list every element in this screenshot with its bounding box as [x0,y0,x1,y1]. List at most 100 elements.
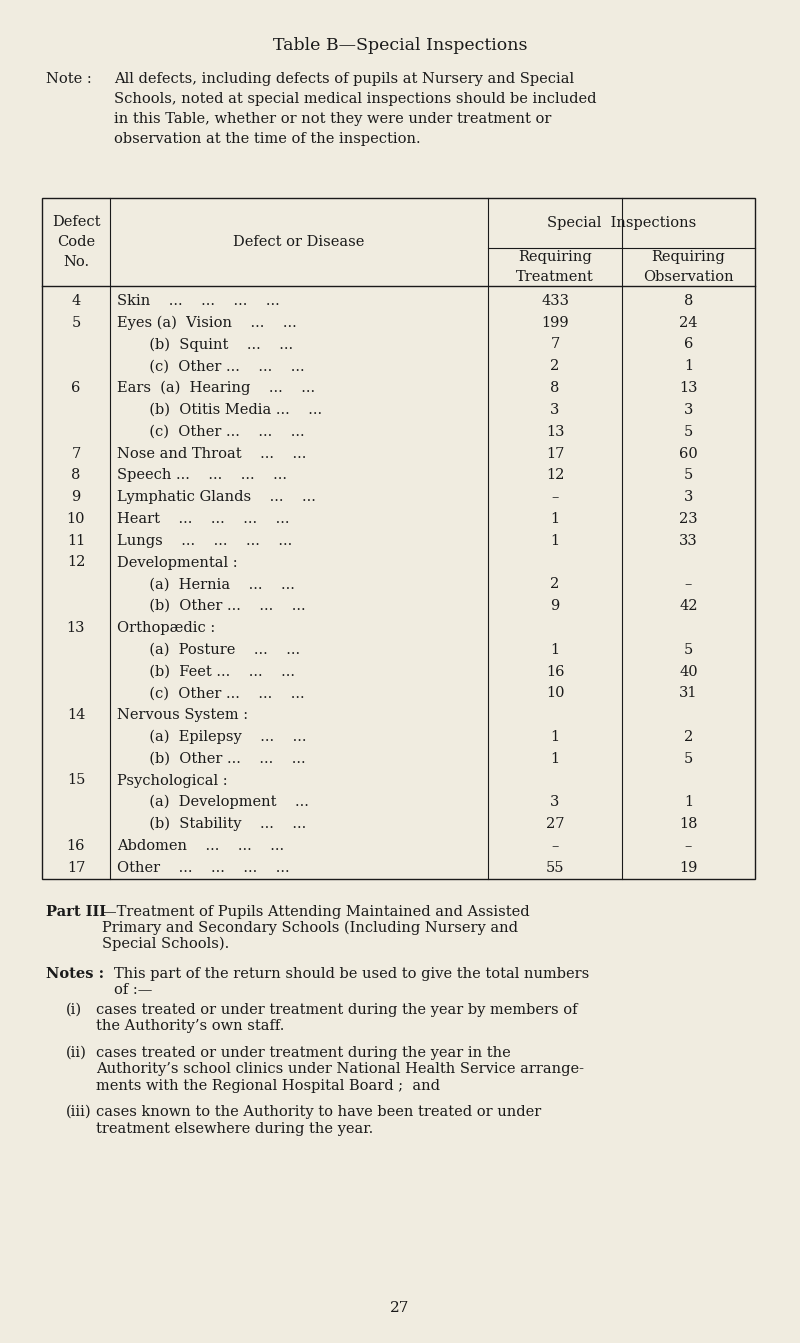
Text: (b)  Other ...    ...    ...: (b) Other ... ... ... [117,599,306,614]
Text: Lymphatic Glands    ...    ...: Lymphatic Glands ... ... [117,490,316,504]
Text: Requiring
Treatment: Requiring Treatment [516,250,594,283]
Text: treatment elsewhere during the year.: treatment elsewhere during the year. [96,1121,374,1136]
Text: Special  Inspections: Special Inspections [547,216,696,230]
Text: (b)  Feet ...    ...    ...: (b) Feet ... ... ... [117,665,295,678]
Text: 10: 10 [546,686,564,700]
Text: Authority’s school clinics under National Health Service arrange-: Authority’s school clinics under Nationa… [96,1062,584,1076]
Text: 2: 2 [550,360,560,373]
Text: (i): (i) [66,1003,82,1017]
Text: 5: 5 [684,752,693,766]
Text: All defects, including defects of pupils at Nursery and Special
Schools, noted a: All defects, including defects of pupils… [114,73,597,146]
Text: cases known to the Authority to have been treated or under: cases known to the Authority to have bee… [96,1105,542,1119]
Text: Note :: Note : [46,73,92,86]
Text: 5: 5 [684,469,693,482]
Text: Primary and Secondary Schools (Including Nursery and: Primary and Secondary Schools (Including… [102,920,518,935]
Text: (iii): (iii) [66,1105,92,1119]
Text: the Authority’s own staff.: the Authority’s own staff. [96,1019,284,1033]
Text: Part III: Part III [46,905,106,919]
Text: 16: 16 [66,839,86,853]
Text: Ears  (a)  Hearing    ...    ...: Ears (a) Hearing ... ... [117,381,315,395]
Text: (a)  Hernia    ...    ...: (a) Hernia ... ... [117,577,295,591]
Text: 1: 1 [550,729,559,744]
Bar [42,197,755,878]
Text: 13: 13 [66,620,86,635]
Text: 3: 3 [550,795,560,810]
Text: 16: 16 [546,665,564,678]
Text: Special Schools).: Special Schools). [102,936,230,951]
Text: (b)  Squint    ...    ...: (b) Squint ... ... [117,337,293,352]
Text: 15: 15 [67,774,85,787]
Text: Defect
Code
No.: Defect Code No. [52,215,100,269]
Text: (b)  Other ...    ...    ...: (b) Other ... ... ... [117,752,306,766]
Text: 1: 1 [550,533,559,548]
Text: 7: 7 [550,337,560,352]
Text: –: – [551,490,558,504]
Text: (a)  Development    ...: (a) Development ... [117,795,309,810]
Text: (b)  Otitis Media ...    ...: (b) Otitis Media ... ... [117,403,322,416]
Text: This part of the return should be used to give the total numbers: This part of the return should be used t… [114,967,590,980]
Text: cases treated or under treatment during the year in the: cases treated or under treatment during … [96,1046,510,1060]
Text: Skin    ...    ...    ...    ...: Skin ... ... ... ... [117,294,280,308]
Text: 42: 42 [679,599,698,614]
Text: 27: 27 [546,817,564,831]
Text: 23: 23 [679,512,698,526]
Text: 9: 9 [71,490,81,504]
Text: –: – [551,839,558,853]
Text: Table B—Special Inspections: Table B—Special Inspections [273,38,527,55]
Text: of :—: of :— [114,983,152,997]
Text: 55: 55 [546,861,564,874]
Text: 3: 3 [684,490,693,504]
Text: 6: 6 [71,381,81,395]
Text: Heart    ...    ...    ...    ...: Heart ... ... ... ... [117,512,290,526]
Text: 1: 1 [550,643,559,657]
Text: 24: 24 [679,316,698,329]
Text: 3: 3 [684,403,693,416]
Text: 60: 60 [679,446,698,461]
Text: 5: 5 [684,643,693,657]
Text: 27: 27 [390,1301,410,1315]
Text: 8: 8 [684,294,693,308]
Text: (b)  Stability    ...    ...: (b) Stability ... ... [117,817,306,831]
Text: Notes :: Notes : [46,967,104,980]
Text: 1: 1 [684,360,693,373]
Text: 8: 8 [550,381,560,395]
Text: 17: 17 [546,446,564,461]
Text: 7: 7 [71,446,81,461]
Text: 19: 19 [679,861,698,874]
Text: 1: 1 [550,512,559,526]
Text: cases treated or under treatment during the year by members of: cases treated or under treatment during … [96,1003,578,1017]
Text: 1: 1 [684,795,693,810]
Text: —Treatment of Pupils Attending Maintained and Assisted: —Treatment of Pupils Attending Maintaine… [102,905,530,919]
Text: Other    ...    ...    ...    ...: Other ... ... ... ... [117,861,290,874]
Text: 14: 14 [67,708,85,723]
Text: 4: 4 [71,294,81,308]
Text: (c)  Other ...    ...    ...: (c) Other ... ... ... [117,424,305,439]
Text: 5: 5 [71,316,81,329]
Text: 13: 13 [546,424,564,439]
Text: Nervous System :: Nervous System : [117,708,248,723]
Text: 8: 8 [71,469,81,482]
Text: ments with the Regional Hospital Board ;  and: ments with the Regional Hospital Board ;… [96,1078,440,1093]
Text: Psychological :: Psychological : [117,774,228,787]
Text: 12: 12 [546,469,564,482]
Text: 199: 199 [541,316,569,329]
Text: 3: 3 [550,403,560,416]
Text: 12: 12 [67,556,85,569]
Text: Eyes (a)  Vision    ...    ...: Eyes (a) Vision ... ... [117,316,297,330]
Text: –: – [685,839,692,853]
Text: –: – [685,577,692,591]
Text: (c)  Other ...    ...    ...: (c) Other ... ... ... [117,686,305,700]
Text: 18: 18 [679,817,698,831]
Text: Speech ...    ...    ...    ...: Speech ... ... ... ... [117,469,287,482]
Text: 9: 9 [550,599,560,614]
Text: 11: 11 [67,533,85,548]
Text: (c)  Other ...    ...    ...: (c) Other ... ... ... [117,360,305,373]
Text: 6: 6 [684,337,693,352]
Text: (ii): (ii) [66,1046,87,1060]
Text: (a)  Epilepsy    ...    ...: (a) Epilepsy ... ... [117,729,306,744]
Text: Abdomen    ...    ...    ...: Abdomen ... ... ... [117,839,284,853]
Text: Defect or Disease: Defect or Disease [234,235,365,248]
Text: 433: 433 [541,294,569,308]
Text: 2: 2 [550,577,560,591]
Text: 33: 33 [679,533,698,548]
